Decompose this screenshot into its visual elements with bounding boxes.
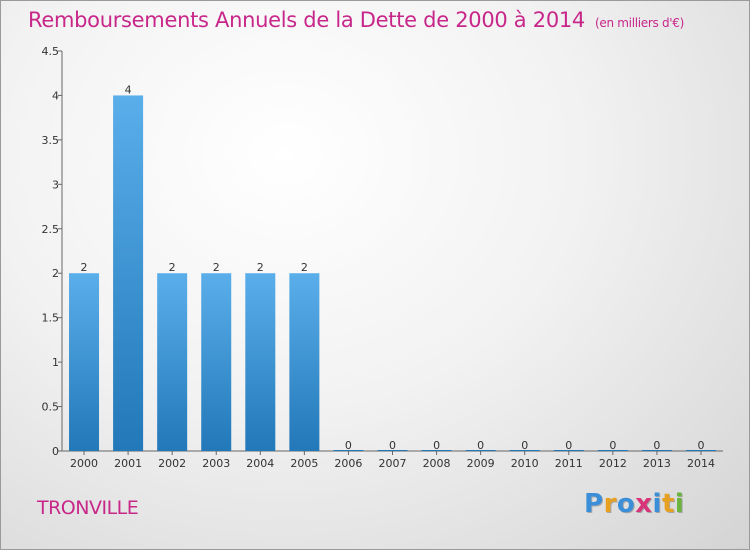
- x-tick-label-2007: 2007: [379, 457, 407, 470]
- bar-2005: [289, 273, 320, 451]
- y-tick-label: 1: [52, 356, 59, 369]
- logo-letter: o: [616, 489, 636, 519]
- logo-letter: P: [584, 489, 604, 519]
- value-label-2002: 2: [169, 261, 176, 274]
- y-tick-label: 4.5: [42, 45, 60, 58]
- value-label-2012: 0: [609, 439, 616, 452]
- value-label-2005: 2: [301, 261, 308, 274]
- x-tick-label-2000: 2000: [70, 457, 98, 470]
- value-label-2013: 0: [653, 439, 660, 452]
- x-tick-label-2005: 2005: [290, 457, 318, 470]
- y-tick-label: 1.5: [42, 312, 60, 325]
- x-tick-label-2002: 2002: [158, 457, 186, 470]
- y-tick-label: 2.5: [42, 223, 60, 236]
- value-label-2001: 4: [125, 83, 132, 96]
- value-label-2003: 2: [213, 261, 220, 274]
- x-tick-label-2008: 2008: [423, 457, 451, 470]
- value-label-2014: 0: [697, 439, 704, 452]
- logo-letter: i: [652, 489, 662, 519]
- chart-title-text: Remboursements Annuels de la Dette de 20…: [28, 8, 585, 32]
- value-label-2004: 2: [257, 261, 264, 274]
- x-tick-label-2013: 2013: [643, 457, 671, 470]
- y-tick-label: 0: [52, 445, 59, 458]
- value-label-2011: 0: [565, 439, 572, 452]
- value-label-2009: 0: [477, 439, 484, 452]
- x-tick-label-2012: 2012: [599, 457, 627, 470]
- bar-2004: [245, 273, 276, 451]
- y-tick-label: 4: [52, 89, 59, 102]
- x-tick-label-2011: 2011: [555, 457, 583, 470]
- bar-2000: [69, 273, 100, 451]
- value-label-2000: 2: [81, 261, 88, 274]
- bar-2001: [113, 95, 144, 451]
- bar-2002: [157, 273, 188, 451]
- value-label-2007: 0: [389, 439, 396, 452]
- commune-name: TRONVILLE: [37, 497, 139, 519]
- logo-letter: i: [674, 489, 685, 519]
- x-tick-label-2010: 2010: [511, 457, 539, 470]
- y-tick-label: 0.5: [42, 401, 60, 414]
- y-tick-label: 3.5: [42, 134, 60, 147]
- value-label-2008: 0: [433, 439, 440, 452]
- x-tick-label-2004: 2004: [246, 457, 274, 470]
- x-tick-label-2001: 2001: [114, 457, 142, 470]
- chart-title: Remboursements Annuels de la Dette de 20…: [28, 8, 684, 32]
- bar-2003: [201, 273, 232, 451]
- y-tick-label: 2: [52, 267, 59, 280]
- x-tick-label-2006: 2006: [334, 457, 362, 470]
- logo-letter: t: [661, 489, 675, 519]
- logo-letter: r: [603, 489, 617, 519]
- x-tick-label-2014: 2014: [687, 457, 715, 470]
- proxiti-logo: Proxiti: [584, 489, 684, 519]
- value-label-2010: 0: [521, 439, 528, 452]
- x-tick-label-2003: 2003: [202, 457, 230, 470]
- value-label-2006: 0: [345, 439, 352, 452]
- chart-unit-label: (en milliers d'€): [595, 16, 685, 30]
- x-tick-label-2009: 2009: [467, 457, 495, 470]
- logo-letter: x: [635, 489, 653, 519]
- y-tick-label: 3: [52, 178, 59, 191]
